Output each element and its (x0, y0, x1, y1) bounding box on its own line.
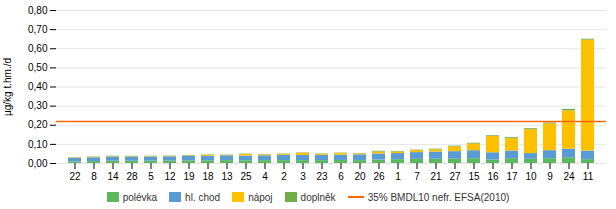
svg-text:0,20: 0,20 (28, 119, 48, 130)
svg-text:0,10: 0,10 (28, 139, 48, 150)
svg-text:23: 23 (316, 171, 328, 182)
svg-text:14: 14 (107, 171, 119, 182)
svg-text:0,40: 0,40 (28, 81, 48, 92)
svg-text:24: 24 (563, 171, 575, 182)
svg-text:22: 22 (69, 171, 81, 182)
svg-text:15: 15 (468, 171, 480, 182)
svg-text:µg/kg t.hm./d: µg/kg t.hm./d (2, 58, 13, 116)
svg-text:0,50: 0,50 (28, 62, 48, 73)
svg-text:27: 27 (449, 171, 461, 182)
svg-text:25: 25 (240, 171, 252, 182)
svg-text:10: 10 (525, 171, 537, 182)
svg-text:13: 13 (221, 171, 233, 182)
svg-text:26: 26 (373, 171, 385, 182)
svg-text:0,30: 0,30 (28, 100, 48, 111)
svg-text:6: 6 (338, 171, 344, 182)
svg-text:21: 21 (430, 171, 442, 182)
svg-text:4: 4 (262, 171, 268, 182)
svg-text:0,60: 0,60 (28, 43, 48, 54)
svg-text:0,70: 0,70 (28, 24, 48, 35)
svg-text:7: 7 (414, 171, 420, 182)
svg-text:28: 28 (126, 171, 138, 182)
svg-text:5: 5 (148, 171, 154, 182)
svg-text:8: 8 (91, 171, 97, 182)
svg-text:0,00: 0,00 (28, 158, 48, 169)
svg-text:16: 16 (487, 171, 499, 182)
html-text:nápoj: nápoj (248, 191, 273, 203)
svg-text:2: 2 (281, 171, 287, 182)
svg-text:12: 12 (164, 171, 176, 182)
html-text:polévka: polévka (122, 191, 158, 203)
svg-text:17: 17 (506, 171, 518, 182)
svg-text:11: 11 (583, 171, 594, 182)
svg-text:0,80: 0,80 (28, 5, 48, 16)
svg-text:18: 18 (202, 171, 214, 182)
svg-text:20: 20 (354, 171, 366, 182)
svg-text:9: 9 (547, 171, 553, 182)
html-text:hl. chod: hl. chod (185, 191, 221, 203)
svg-text:3: 3 (300, 171, 306, 182)
html-text:doplněk: doplněk (300, 191, 336, 203)
html-text:35% BMDL10 nefr. EFSA(2010): 35% BMDL10 nefr. EFSA(2010) (367, 191, 510, 203)
svg-text:19: 19 (183, 171, 195, 182)
svg-text:1: 1 (395, 171, 401, 182)
